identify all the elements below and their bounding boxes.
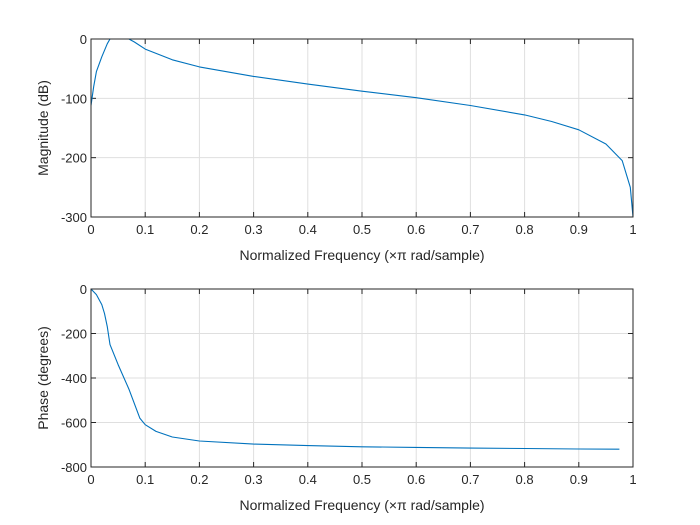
x-tick-label: 0.4: [299, 472, 317, 487]
x-tick-label: 0.7: [461, 222, 479, 237]
y-tick-label: -200: [61, 327, 87, 342]
axes-magnitude: 0 0.1 0.2 0.3 0.4 0.5 0.6 0.7 0.8 0.9 1 -300 -200 -10…: [35, 32, 637, 263]
series-line: [90, 38, 634, 218]
x-tick-label: 0.1: [136, 472, 154, 487]
axes-box: [90, 288, 634, 468]
axes-phase: 0 0.1 0.2 0.3 0.4 0.5 0.6 0.7 0.8 0.9 1 -800 -600 -40…: [35, 282, 637, 513]
x-axis-label: Normalized Frequency (×π rad/sample): [239, 497, 484, 513]
x-tick-label: 0.1: [136, 222, 154, 237]
y-tick-label: -800: [61, 460, 87, 475]
x-tick-label: 0.3: [245, 222, 263, 237]
x-tick-label: 0.8: [516, 472, 534, 487]
series-line: [90, 288, 620, 450]
axes-box: [90, 38, 634, 218]
x-tick-label: 1: [629, 472, 636, 487]
x-tick-label: 0.6: [407, 472, 425, 487]
y-axis-label: Phase (degrees): [35, 326, 51, 430]
x-tick-label: 1: [629, 222, 636, 237]
x-tick-label: 0.2: [190, 222, 208, 237]
x-tick-label: 0.9: [570, 472, 588, 487]
x-tick-label: 0.6: [407, 222, 425, 237]
x-tick-label: 0.4: [299, 222, 317, 237]
x-tick-label: 0.5: [353, 472, 371, 487]
x-tick-label: 0.2: [190, 472, 208, 487]
y-axis-label: Magnitude (dB): [35, 80, 51, 176]
x-tick-label: 0.3: [245, 472, 263, 487]
y-tick-label: -200: [61, 151, 87, 166]
x-tick-label: 0.9: [570, 222, 588, 237]
x-tick-label: 0: [87, 472, 94, 487]
y-tick-label: -100: [61, 91, 87, 106]
y-tick-label: 0: [80, 282, 87, 297]
x-axis-label: Normalized Frequency (×π rad/sample): [239, 247, 484, 263]
y-tick-label: -300: [61, 210, 87, 225]
x-tick-label: 0: [87, 222, 94, 237]
x-tick-label: 0.5: [353, 222, 371, 237]
x-tick-label: 0.7: [461, 472, 479, 487]
y-tick-label: 0: [80, 32, 87, 47]
y-tick-label: -400: [61, 371, 87, 386]
y-tick-label: -600: [61, 416, 87, 431]
x-tick-label: 0.8: [516, 222, 534, 237]
